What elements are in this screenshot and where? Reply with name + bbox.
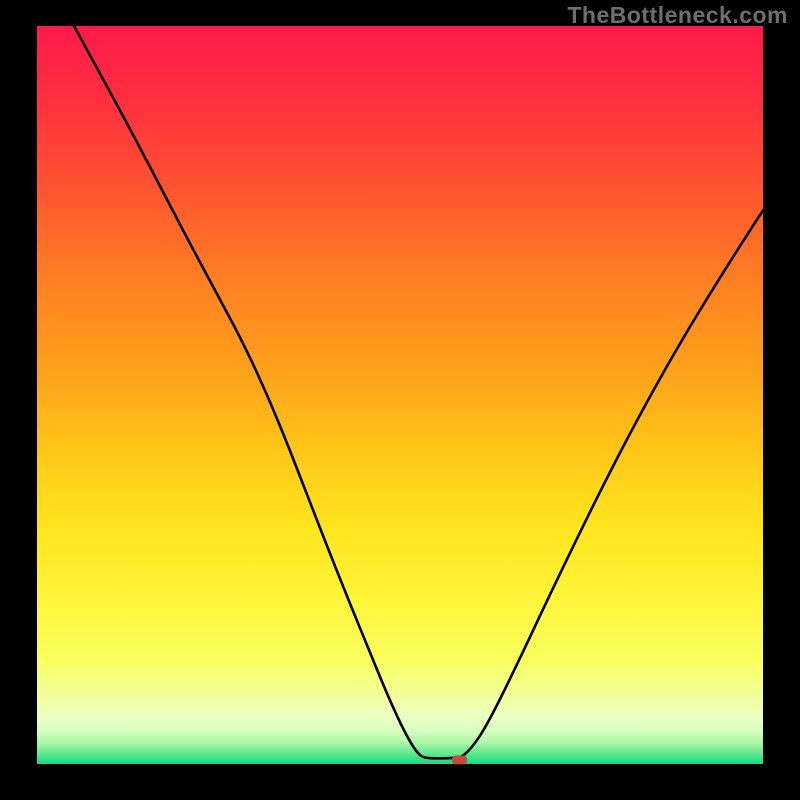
chart-frame: TheBottleneck.com xyxy=(0,0,800,800)
optimal-point-marker xyxy=(452,756,467,765)
plot-background xyxy=(37,26,763,764)
bottleneck-chart xyxy=(0,0,800,800)
